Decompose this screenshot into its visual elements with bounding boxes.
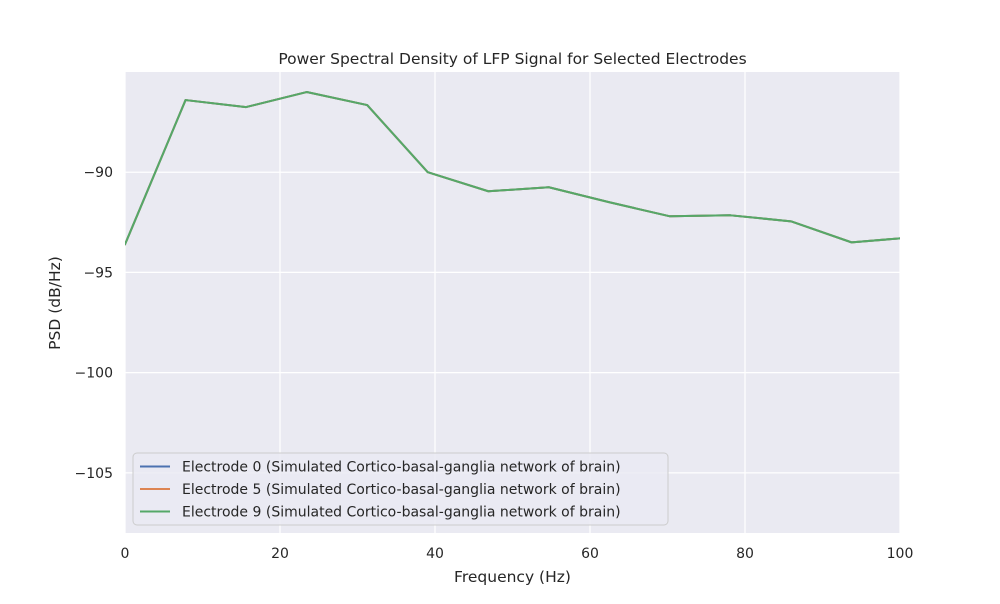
grid-lines: [124, 72, 901, 533]
y-tick-labels: −105 −100 −95 −90: [75, 165, 113, 482]
legend-label: Electrode 5 (Simulated Cortico-basal-gan…: [182, 482, 621, 498]
series-lines: [125, 91, 900, 246]
y-tick-label: −95: [83, 265, 113, 281]
y-axis-label: PSD (dB/Hz): [46, 256, 64, 350]
legend-box: [132, 452, 669, 526]
x-tick-label: 80: [736, 546, 754, 562]
x-axis-label: Frequency (Hz): [454, 568, 571, 586]
x-tick-label: 100: [887, 546, 914, 562]
x-tick-label: 0: [121, 546, 130, 562]
y-tick-label: −105: [75, 466, 113, 482]
x-tick-label: 20: [271, 546, 289, 562]
chart-title: Power Spectral Density of LFP Signal for…: [278, 50, 746, 68]
y-tick-label: −100: [75, 366, 113, 382]
x-tick-label: 60: [581, 546, 599, 562]
legend-label: Electrode 9 (Simulated Cortico-basal-gan…: [182, 505, 621, 521]
x-tick-labels: 0 20 40 60 80 100: [121, 546, 914, 562]
y-tick-label: −90: [83, 165, 113, 181]
x-tick-label: 40: [426, 546, 444, 562]
legend-label: Electrode 0 (Simulated Cortico-basal-gan…: [182, 460, 621, 476]
series-line-2: [125, 91, 900, 246]
legend: Electrode 0 (Simulated Cortico-basal-gan…: [132, 452, 669, 526]
